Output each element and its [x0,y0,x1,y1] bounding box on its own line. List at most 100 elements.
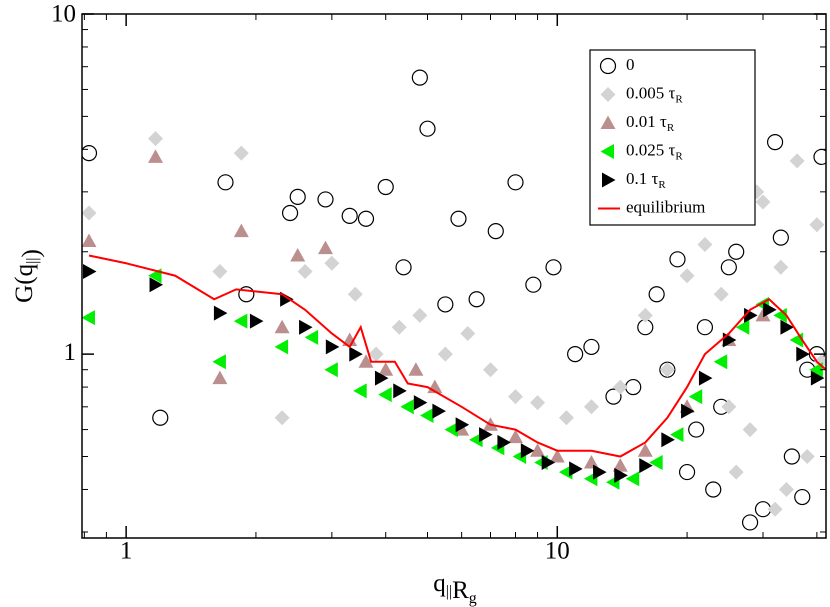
point [796,346,810,362]
point [437,296,454,313]
point [274,410,290,426]
point [299,319,313,335]
point [411,69,428,86]
legend-label-text: 0 [626,55,635,74]
point [809,362,823,378]
point [681,403,695,419]
legend-label-subscript: R [675,93,683,105]
point [659,362,675,378]
axis-label-text: q [433,570,446,597]
point [233,223,249,238]
plot-frame [81,13,827,539]
point [567,346,584,363]
point [669,251,686,268]
legend-label-subscript: R [658,179,666,191]
point [767,501,783,517]
legend-label-subscript: R [675,150,683,162]
legend-label: 0 [626,55,635,74]
point [507,174,524,191]
point [728,243,745,260]
point [614,467,628,483]
point [755,307,771,322]
point [374,370,389,386]
point [233,313,248,329]
point [238,286,255,303]
axis-label-text: ) [18,249,45,257]
point [600,144,614,159]
point [763,302,777,318]
legend-label-text: 0.025 τ [626,140,676,159]
point [297,263,313,279]
point [508,429,524,444]
point [487,222,504,240]
point [545,259,562,276]
point [233,145,249,161]
point [783,448,800,465]
point [317,191,334,208]
point [357,210,375,227]
point [212,370,228,385]
point [508,389,524,405]
point [679,268,695,284]
point [148,149,164,163]
point [152,409,169,426]
point [353,383,367,399]
axis-label-text: R [452,577,469,604]
point [742,422,758,438]
point [678,463,696,481]
point [497,434,511,450]
point [720,259,737,276]
point [393,383,407,399]
point [324,255,340,271]
point [274,339,289,355]
point [612,458,628,472]
point [391,319,407,335]
point [148,131,164,147]
point [721,399,737,415]
point [773,259,789,275]
point [217,174,234,191]
point [669,427,684,443]
point [525,276,542,293]
point [810,370,825,386]
point [583,455,599,469]
point [530,395,546,411]
point [637,443,653,457]
axis-label: G(q||) [11,249,45,303]
y-tick-label: 1 [64,339,77,366]
point [289,188,306,205]
point [413,395,428,411]
point [368,346,384,362]
point [713,286,729,302]
point [378,387,392,403]
point [780,319,794,335]
data-layer [82,69,826,531]
point [395,259,412,276]
legend-box [589,49,756,226]
point [661,432,675,448]
point [444,422,459,438]
point [82,233,97,248]
point [583,338,600,356]
point [741,514,759,531]
legend-label: 0.01 τR [626,112,675,134]
point [778,481,794,497]
point [599,57,617,75]
point [541,455,556,471]
point [520,443,535,459]
point [639,458,653,474]
point [612,379,628,395]
point [696,319,714,336]
point [600,115,616,129]
point [735,319,750,335]
point [625,471,640,487]
point [600,87,616,102]
line [88,254,826,458]
point [530,443,546,457]
point [772,229,789,246]
point [325,339,340,355]
axis-label-subscript: g [469,590,477,607]
point [149,277,164,293]
point [324,362,338,378]
